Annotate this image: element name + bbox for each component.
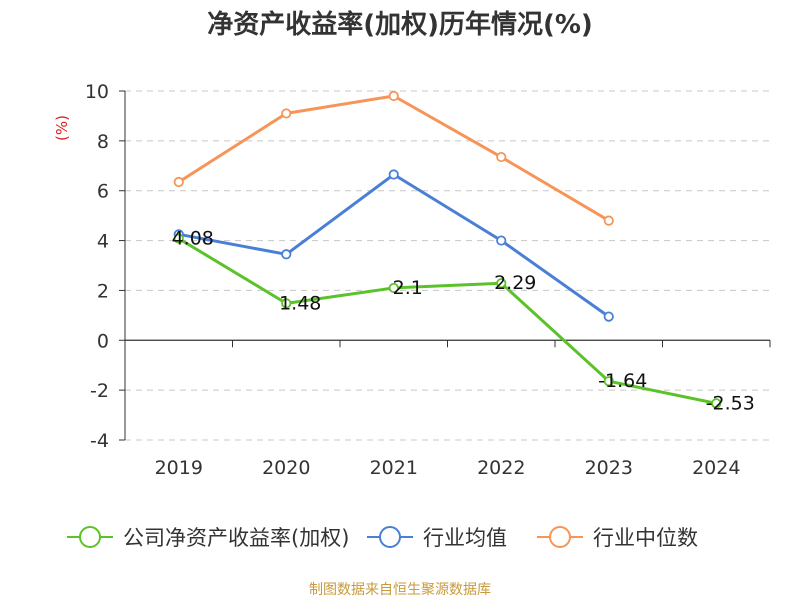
chart-title: 净资产收益率(加权)历年情况(%) [207, 9, 593, 40]
series-points [173, 90, 722, 409]
data-point [603, 311, 614, 322]
legend-label: 行业中位数 [593, 526, 698, 550]
y-tick-label: 2 [97, 280, 109, 302]
data-label: -2.53 [706, 392, 755, 414]
data-label: 2.29 [494, 272, 536, 294]
x-tick-label: 2020 [262, 457, 310, 479]
y-tick-labels: -4 -2 0 2 4 6 8 10 [85, 81, 109, 452]
gridlines [125, 90, 770, 441]
y-axis-unit: (%) [53, 115, 71, 141]
data-label: 2.1 [393, 277, 423, 299]
legend: 公司净资产收益率(加权) 行业均值 行业中位数 [67, 526, 698, 550]
data-point [496, 235, 507, 246]
source-note: 制图数据来自恒生聚源数据库 [309, 582, 491, 598]
x-tick-label: 2021 [370, 457, 418, 479]
data-point [173, 233, 184, 244]
data-label: 1.48 [279, 292, 321, 314]
legend-marker [379, 526, 401, 548]
y-tick-label: 8 [97, 131, 109, 153]
y-tick-label: 0 [97, 330, 109, 352]
data-point [388, 282, 399, 294]
data-point [173, 176, 184, 188]
data-point [603, 215, 614, 226]
data-point [388, 169, 399, 180]
y-tick-label: -2 [90, 380, 109, 402]
data-point [711, 398, 722, 409]
data-point [281, 249, 292, 260]
data-point [603, 376, 614, 387]
data-point [281, 298, 292, 309]
y-tick-label: 10 [85, 81, 109, 103]
axes [119, 90, 771, 441]
x-tick-label: 2019 [155, 457, 203, 479]
x-tick-labels: 2019 2020 2021 2022 2023 2024 [155, 457, 741, 479]
legend-marker [549, 526, 571, 548]
series-line-2 [177, 94, 610, 222]
y-tick-label: 4 [97, 231, 109, 253]
series-line-0 [178, 237, 717, 405]
data-point [496, 278, 507, 289]
y-tick-label: -4 [90, 430, 109, 452]
x-tick-label: 2023 [585, 457, 633, 479]
y-tick-label: 6 [97, 181, 109, 203]
data-label: 4.08 [172, 228, 214, 250]
data-point [281, 108, 292, 119]
legend-label: 公司净资产收益率(加权) [123, 526, 349, 550]
data-label: -1.64 [598, 370, 647, 392]
x-tick-label: 2024 [692, 457, 740, 479]
data-point [496, 151, 507, 163]
legend-label: 行业均值 [423, 526, 507, 550]
data-point [388, 90, 399, 102]
series-lines [177, 94, 717, 405]
data-labels: 4.08 1.48 2.1 2.29 -1.64 -2.53 [172, 228, 755, 415]
legend-marker [79, 526, 101, 548]
x-tick-label: 2022 [477, 457, 525, 479]
